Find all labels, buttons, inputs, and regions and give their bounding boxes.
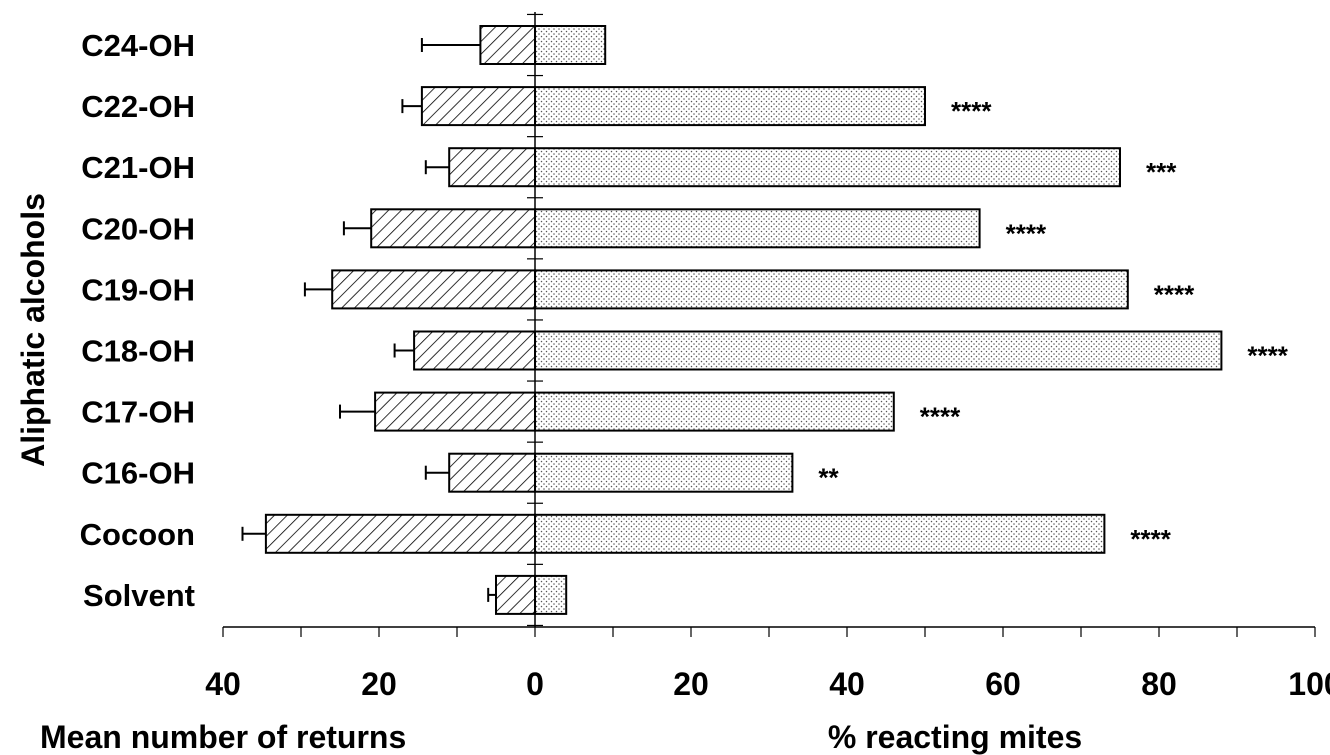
x-tick-label: 20 [361,666,397,702]
category-label: C20-OH [81,211,195,246]
category-label: C19-OH [81,272,195,307]
returns-bar [264,513,536,554]
axes [222,12,1316,637]
reacting-bar [534,147,1121,188]
category-label: C22-OH [81,89,195,124]
significance-label: **** [1130,524,1171,554]
significance-label: *** [1146,157,1177,187]
category-label: C18-OH [81,334,195,369]
category-label: C24-OH [81,28,195,63]
returns-bar [331,269,537,310]
x-tick-label: 0 [526,666,544,702]
returns-bars [241,25,537,615]
significance-label: **** [951,96,992,126]
returns-bar [479,25,536,65]
x-tick-label: 60 [985,666,1021,702]
reacting-bar [534,452,794,493]
reacting-bar [534,513,1106,554]
significance-label: **** [1006,218,1047,248]
returns-bar [413,330,537,371]
y-axis-title: Aliphatic alcohols [15,193,51,467]
category-label: C16-OH [81,456,195,491]
category-label: C21-OH [81,150,195,185]
x-tick-label: 20 [673,666,709,702]
returns-bar [374,391,536,432]
reacting-bar [534,25,607,65]
returns-bar [448,452,537,493]
category-label: Solvent [83,578,195,613]
x-axis-title-left: Mean number of returns [40,719,406,755]
labels: C24-OH C22-OH **** C21-OH *** C20-OH **** C19-O… [15,28,1330,755]
x-tick-label: 40 [829,666,865,702]
reacting-bar [534,269,1129,310]
category-label: C17-OH [81,395,195,430]
returns-bar [420,86,536,127]
significance-label: **** [1154,279,1195,309]
reacting-bar [534,391,895,432]
significance-label: **** [920,402,961,432]
x-tick-label: 100 [1288,666,1330,702]
x-tick-label: 80 [1141,666,1177,702]
reacting-bars [534,25,1223,615]
reacting-bar [534,330,1223,371]
category-label: Cocoon [80,517,195,552]
returns-bar [448,147,537,188]
reacting-bar [534,574,568,615]
significance-label: ** [818,463,839,493]
x-axis-title-right: % reacting mites [828,719,1082,755]
significance-label: **** [1247,341,1288,371]
x-tick-label: 40 [205,666,241,702]
returns-bar [370,208,537,249]
returns-bar [495,574,536,615]
reacting-bar [534,208,981,249]
reacting-bar [534,86,926,127]
